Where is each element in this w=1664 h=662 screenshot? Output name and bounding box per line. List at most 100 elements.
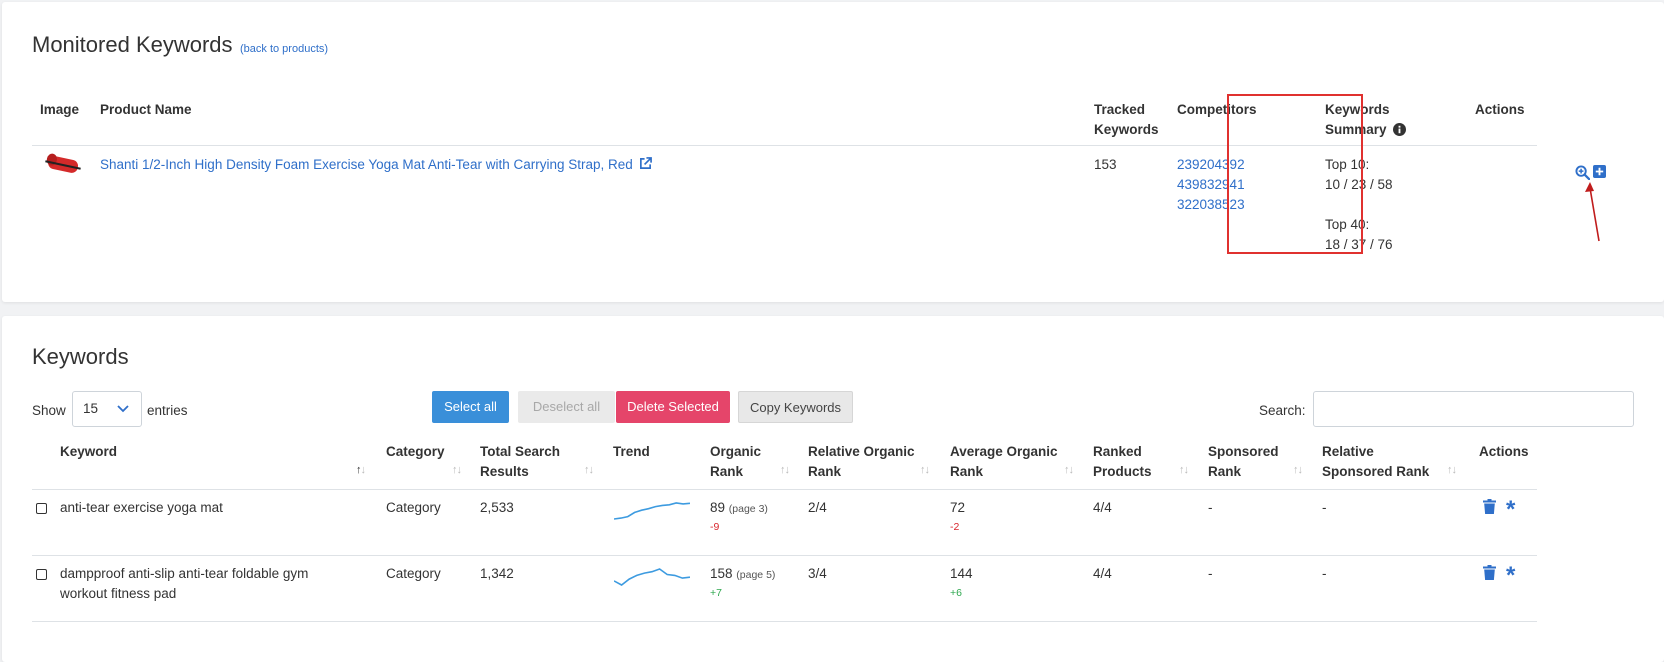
total-search-value: 2,533 — [480, 500, 514, 515]
organic-rank-cell: 158 (page 5) — [710, 563, 775, 586]
header-actions: Actions — [1479, 444, 1529, 459]
row-checkbox[interactable] — [36, 503, 47, 514]
header-sponsored-rank-line2[interactable]: Rank — [1208, 464, 1242, 479]
trash-icon[interactable] — [1483, 499, 1496, 514]
header-relative-sponsored-line1[interactable]: Relative — [1322, 444, 1374, 459]
entries-length-value: 15 — [83, 401, 99, 416]
trash-icon[interactable] — [1483, 565, 1496, 580]
show-label: Show — [32, 403, 66, 418]
header-sponsored-rank-line1[interactable]: Sponsored — [1208, 444, 1279, 459]
keyword-text: dampproof anti-slip anti-tear foldable g… — [60, 566, 309, 581]
header-total-search-line1[interactable]: Total Search — [480, 444, 561, 459]
delete-selected-button[interactable]: Delete Selected — [616, 391, 730, 423]
product-name-text: Shanti 1/2-Inch High Density Foam Exerci… — [100, 157, 633, 172]
header-organic-rank-line2[interactable]: Rank — [710, 464, 744, 479]
header-average-organic-line2[interactable]: Rank — [950, 464, 984, 479]
header-keywords-summary-line1: Keywords — [1325, 102, 1390, 117]
select-all-button[interactable]: Select all — [432, 391, 509, 423]
organic-rank-page: (page 3) — [728, 503, 768, 515]
header-keywords-summary-text: Summary — [1325, 122, 1387, 137]
keywords-card: Keywords Show 15 entries Select all Dese… — [2, 316, 1664, 662]
tracked-keywords-count: 153 — [1094, 157, 1117, 172]
trend-sparkline — [614, 502, 690, 520]
organic-rank-delta: -9 — [710, 521, 720, 533]
summary-top40-value: 18 / 37 / 76 — [1325, 237, 1393, 252]
header-actions: Actions — [1475, 102, 1525, 117]
organic-rank-value: 89 — [710, 500, 726, 515]
magnify-plus-icon[interactable] — [1575, 165, 1590, 180]
asterisk-icon[interactable]: * — [1506, 496, 1516, 523]
relative-organic-value: 2/4 — [808, 500, 827, 515]
header-keyword[interactable]: Keyword — [60, 444, 118, 459]
deselect-all-button[interactable]: Deselect all — [518, 391, 615, 423]
search-input[interactable] — [1313, 391, 1634, 427]
category-text: Category — [386, 566, 441, 581]
header-category[interactable]: Category — [386, 444, 445, 459]
page-title: Monitored Keywords — [32, 32, 233, 57]
row-checkbox[interactable] — [36, 569, 47, 580]
entries-label: entries — [147, 403, 188, 418]
monitored-keywords-card: Monitored Keywords (back to products) Im… — [2, 2, 1664, 302]
category-text: Category — [386, 500, 441, 515]
back-to-products-link[interactable]: (back to products) — [240, 43, 329, 55]
header-keywords-summary-line2: Summary — [1325, 119, 1407, 140]
header-ranked-products-line1[interactable]: Ranked — [1093, 444, 1142, 459]
sort-icon[interactable]: ↑↓ — [1293, 464, 1303, 476]
header-divider — [32, 145, 1537, 146]
search-label: Search: — [1259, 403, 1306, 418]
plus-square-icon[interactable] — [1593, 165, 1606, 178]
summary-top10-label: Top 10: — [1325, 157, 1370, 172]
header-organic-rank-line1[interactable]: Organic — [710, 444, 762, 459]
organic-rank-value: 158 — [710, 566, 733, 581]
annotation-arrow-icon — [1585, 182, 1600, 242]
header-product-name: Product Name — [100, 102, 192, 117]
header-tracked-keywords-line1: Tracked — [1094, 102, 1146, 117]
header-total-search-line2[interactable]: Results — [480, 464, 529, 479]
sponsored-rank-value: - — [1208, 566, 1213, 581]
organic-rank-cell: 89 (page 3) — [710, 497, 768, 520]
header-relative-sponsored-line2[interactable]: Sponsored Rank — [1322, 464, 1430, 479]
row-divider — [32, 555, 1537, 556]
relative-sponsored-value: - — [1322, 566, 1327, 581]
row-divider — [32, 621, 1537, 622]
trend-sparkline — [614, 568, 690, 586]
copy-keywords-button[interactable]: Copy Keywords — [738, 391, 853, 423]
chevron-down-icon — [117, 405, 129, 413]
header-competitors: Competitors — [1177, 102, 1257, 117]
sort-icon[interactable]: ↑↓ — [780, 464, 790, 476]
keyword-text-line2: workout fitness pad — [60, 586, 177, 601]
sort-icon[interactable]: ↑↓ — [1064, 464, 1074, 476]
product-name-link[interactable]: Shanti 1/2-Inch High Density Foam Exerci… — [100, 154, 652, 175]
entries-length-select[interactable]: 15 — [72, 391, 142, 427]
sort-icon[interactable]: ↑↓ — [356, 464, 366, 476]
header-divider — [32, 489, 1537, 490]
average-organic-delta: -2 — [950, 521, 960, 533]
organic-rank-page: (page 5) — [736, 569, 776, 581]
average-organic-delta: +6 — [950, 587, 962, 599]
annotation-highlight-box — [1227, 94, 1363, 254]
header-relative-organic-line1[interactable]: Relative Organic — [808, 444, 915, 459]
external-link-icon — [639, 157, 652, 169]
sort-icon[interactable]: ↑↓ — [1447, 464, 1457, 476]
header-average-organic-line1[interactable]: Average Organic — [950, 444, 1058, 459]
header-trend: Trend — [613, 444, 650, 459]
info-icon[interactable] — [1393, 123, 1407, 136]
product-image — [45, 153, 81, 173]
sort-icon[interactable]: ↑↓ — [452, 464, 462, 476]
asterisk-icon[interactable]: * — [1506, 562, 1516, 589]
relative-organic-value: 3/4 — [808, 566, 827, 581]
sort-icon[interactable]: ↑↓ — [584, 464, 594, 476]
header-relative-organic-line2[interactable]: Rank — [808, 464, 842, 479]
organic-rank-delta: +7 — [710, 587, 722, 599]
ranked-products-value: 4/4 — [1093, 566, 1112, 581]
header-image: Image — [40, 102, 80, 117]
header-ranked-products-line2[interactable]: Products — [1093, 464, 1152, 479]
summary-top10-value: 10 / 23 / 58 — [1325, 177, 1393, 192]
header-tracked-keywords-line2: Keywords — [1094, 122, 1159, 137]
sponsored-rank-value: - — [1208, 500, 1213, 515]
sort-icon[interactable]: ↑↓ — [920, 464, 930, 476]
keyword-text: anti-tear exercise yoga mat — [60, 500, 223, 515]
sort-icon[interactable]: ↑↓ — [1179, 464, 1189, 476]
summary-top40-label: Top 40: — [1325, 217, 1370, 232]
average-organic-value: 72 — [950, 500, 966, 515]
